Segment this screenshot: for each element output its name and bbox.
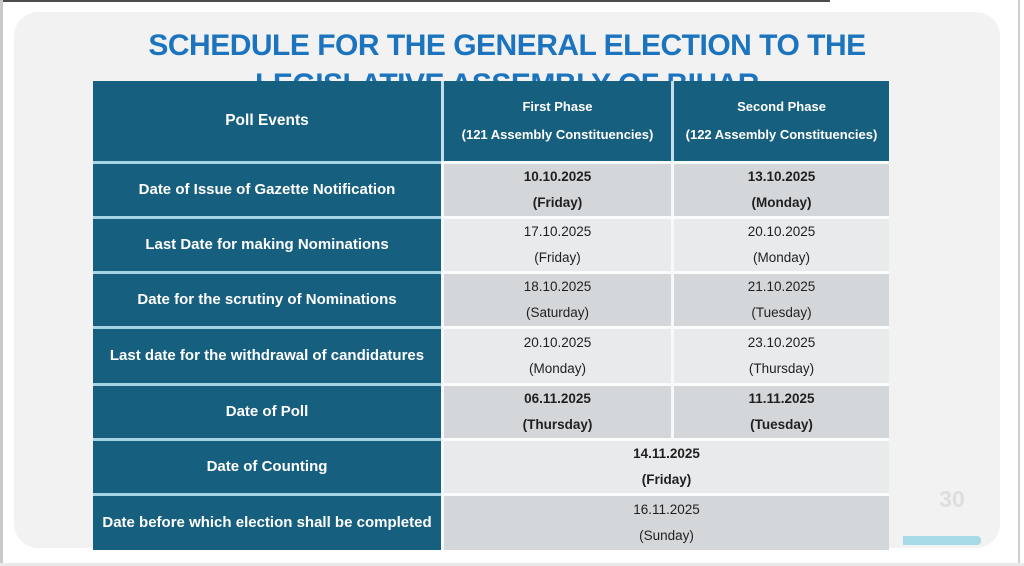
row-label: Date of Counting <box>93 438 441 493</box>
second-phase-cell: 20.10.2025 (Monday) <box>671 216 889 271</box>
row-label: Date before which election shall be comp… <box>93 493 441 550</box>
day-value: (Tuesday) <box>751 305 812 320</box>
day-value: (Thursday) <box>748 361 815 376</box>
date-value: 10.10.2025 <box>523 169 592 184</box>
day-value: (Saturday) <box>525 305 590 320</box>
date-value: 20.10.2025 <box>523 335 592 350</box>
first-phase-title: First Phase <box>522 99 593 114</box>
schedule-table: Poll Events First Phase (121 Assembly Co… <box>93 81 889 550</box>
table-header-row: Poll Events First Phase (121 Assembly Co… <box>93 81 889 161</box>
date-value: 14.11.2025 <box>633 446 700 461</box>
left-edge-line <box>0 0 3 566</box>
date-value: 20.10.2025 <box>747 224 816 239</box>
first-phase-cell: 06.11.2025 (Thursday) <box>441 383 671 438</box>
table-row-date-of-poll: Date of Poll 06.11.2025 (Thursday) 11.11… <box>93 383 889 438</box>
table-row-making-nominations: Last Date for making Nominations 17.10.2… <box>93 216 889 271</box>
page-number: 30 <box>939 486 965 512</box>
row-label: Last date for the withdrawal of candidat… <box>93 326 441 383</box>
table-row-gazette-notification: Date of Issue of Gazette Notification 10… <box>93 161 889 216</box>
second-phase-cell: 11.11.2025 (Tuesday) <box>671 383 889 438</box>
slide-title-line1: SCHEDULE FOR THE GENERAL ELECTION TO THE <box>148 29 866 62</box>
first-phase-cell: 20.10.2025 (Monday) <box>441 326 671 383</box>
second-phase-title: Second Phase <box>737 99 826 114</box>
header-first-phase: First Phase (121 Assembly Constituencies… <box>441 81 671 161</box>
date-value: 21.10.2025 <box>747 279 816 294</box>
table-row-scrutiny-nominations: Date for the scrutiny of Nominations 18.… <box>93 271 889 326</box>
day-value: (Monday) <box>528 361 587 376</box>
second-phase-cell: 23.10.2025 (Thursday) <box>671 326 889 383</box>
combined-phase-cell: 14.11.2025 (Friday) <box>441 438 889 493</box>
date-value: 11.11.2025 <box>748 391 815 406</box>
day-value: (Friday) <box>532 195 583 210</box>
day-value: (Monday) <box>752 250 811 265</box>
right-edge-line <box>1018 0 1020 566</box>
second-phase-cell: 21.10.2025 (Tuesday) <box>671 271 889 326</box>
header-second-phase: Second Phase (122 Assembly Constituencie… <box>671 81 889 161</box>
date-value: 06.11.2025 <box>524 391 591 406</box>
row-label: Date of Issue of Gazette Notification <box>93 161 441 216</box>
bottom-edge-line <box>0 563 1024 566</box>
day-value: (Monday) <box>751 195 812 210</box>
first-phase-cell: 10.10.2025 (Friday) <box>441 161 671 216</box>
top-edge-line <box>0 0 830 2</box>
date-value: 23.10.2025 <box>747 335 816 350</box>
day-value: (Tuesday) <box>750 417 813 432</box>
date-value: 17.10.2025 <box>523 224 592 239</box>
first-phase-cell: 17.10.2025 (Friday) <box>441 216 671 271</box>
day-value: (Thursday) <box>522 417 593 432</box>
first-phase-subtitle: (121 Assembly Constituencies) <box>461 127 654 142</box>
table-row-election-completed: Date before which election shall be comp… <box>93 493 889 550</box>
second-phase-cell: 13.10.2025 (Monday) <box>671 161 889 216</box>
day-value: (Friday) <box>534 250 581 265</box>
row-label: Date for the scrutiny of Nominations <box>93 271 441 326</box>
date-value: 18.10.2025 <box>523 279 592 294</box>
row-label: Date of Poll <box>93 383 441 438</box>
header-poll-events: Poll Events <box>93 81 441 161</box>
day-value: (Friday) <box>641 472 692 487</box>
cyan-accent-bar <box>903 536 981 545</box>
row-label: Last Date for making Nominations <box>93 216 441 271</box>
combined-phase-cell: 16.11.2025 (Sunday) <box>441 493 889 550</box>
date-value: 16.11.2025 <box>633 502 700 517</box>
day-value: (Sunday) <box>639 528 694 543</box>
table-row-withdrawal-candidatures: Last date for the withdrawal of candidat… <box>93 326 889 383</box>
second-phase-subtitle: (122 Assembly Constituencies) <box>685 127 878 142</box>
date-value: 13.10.2025 <box>747 169 816 184</box>
table-row-date-of-counting: Date of Counting 14.11.2025 (Friday) <box>93 438 889 493</box>
first-phase-cell: 18.10.2025 (Saturday) <box>441 271 671 326</box>
